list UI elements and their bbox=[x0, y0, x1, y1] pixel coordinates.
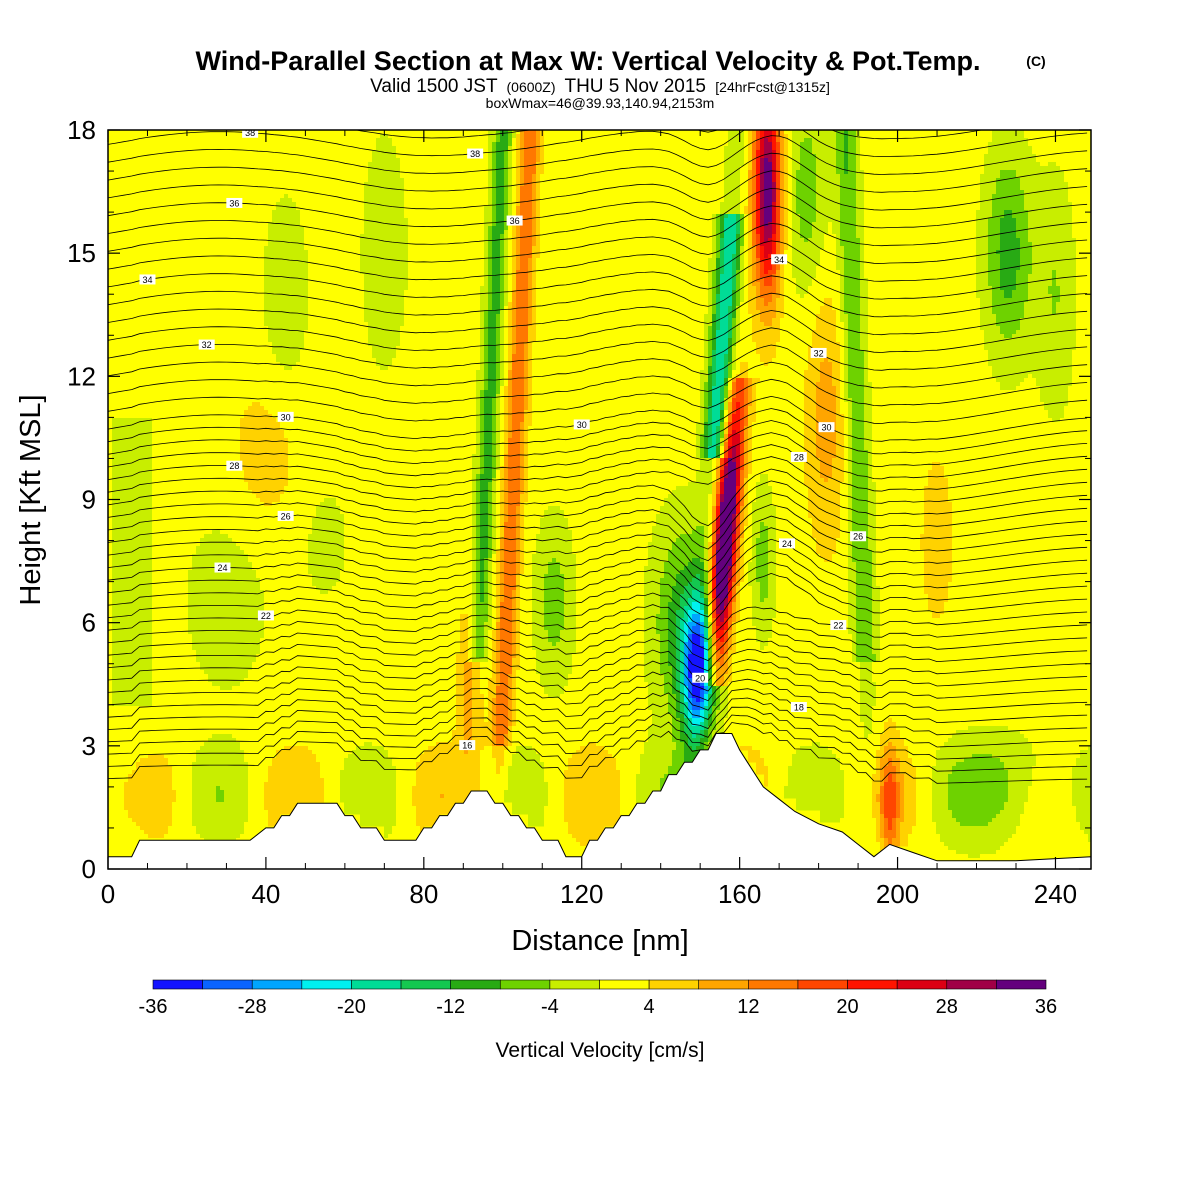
theta-contour-label: 24 bbox=[217, 563, 227, 573]
theta-contour-label: 28 bbox=[794, 452, 804, 462]
valid-prefix: Valid 1500 JST bbox=[370, 76, 498, 97]
theta-contour-label: 30 bbox=[281, 412, 291, 422]
theta-contour-label: 34 bbox=[142, 275, 152, 285]
colorbar-tick-label: 36 bbox=[1035, 996, 1057, 1018]
y-tick-label: 18 bbox=[67, 115, 96, 145]
theta-contour bbox=[108, 12, 1087, 50]
y-tick-label: 15 bbox=[67, 238, 96, 268]
colorbar-swatch bbox=[600, 980, 650, 989]
theta-contour-label: 26 bbox=[281, 511, 291, 521]
chart-figure: Wind-Parallel Section at Max W: Vertical… bbox=[0, 0, 1200, 1200]
title-block: Wind-Parallel Section at Max W: Vertical… bbox=[196, 46, 1046, 111]
theta-contour-label: 22 bbox=[833, 621, 843, 631]
colorbar-tick-label: -12 bbox=[436, 996, 465, 1018]
theta-contour-label: 16 bbox=[462, 741, 472, 751]
valid-time-line: Valid 1500 JST (0600Z) THU 5 Nov 2015 [2… bbox=[370, 76, 830, 97]
colorbar-title: Vertical Velocity [cm/s] bbox=[496, 1039, 705, 1062]
theta-contour-label: 20 bbox=[695, 673, 705, 683]
plot-area: 16 18 20 22 22 24 24 26 26 28 28 30 30 30 32 32 34 34 36 36… bbox=[108, 12, 1093, 869]
theta-contour-label: 36 bbox=[510, 216, 520, 226]
theta-contour-label: 30 bbox=[577, 420, 587, 430]
theta-contour-label: 24 bbox=[782, 539, 792, 549]
colorbar: -36 -28 -20 -12 -4 4 12 20 28 36 bbox=[139, 980, 1058, 1018]
colorbar-tick-label: 12 bbox=[737, 996, 759, 1018]
x-tick-label: 80 bbox=[409, 879, 438, 909]
colorbar-tick-label: -28 bbox=[238, 996, 267, 1018]
valid-date: THU 5 Nov 2015 bbox=[564, 76, 706, 97]
box-wmax-info: boxWmax=46@39.93,140.94,2153m bbox=[486, 95, 715, 111]
colorbar-swatch bbox=[203, 980, 253, 989]
colorbar-swatch bbox=[252, 980, 302, 989]
colorbar-tick-label: -36 bbox=[139, 996, 168, 1018]
colorbar-swatch bbox=[996, 980, 1046, 989]
x-axis-label: Distance [nm] bbox=[511, 925, 688, 957]
colorbar-tick-label: -4 bbox=[541, 996, 559, 1018]
x-tick-label: 120 bbox=[560, 879, 603, 909]
colorbar-swatch bbox=[451, 980, 501, 989]
colorbar-tick-label: 20 bbox=[836, 996, 858, 1018]
y-tick-label: 12 bbox=[67, 361, 96, 391]
theta-contour-label: 18 bbox=[794, 703, 804, 713]
x-tick-label: 0 bbox=[101, 879, 115, 909]
colorbar-swatch bbox=[550, 980, 600, 989]
colorbar-swatch bbox=[748, 980, 798, 989]
theta-contour-label: 22 bbox=[261, 611, 271, 621]
theta-contour-label: 26 bbox=[853, 532, 863, 542]
colorbar-tick-label: 28 bbox=[936, 996, 958, 1018]
colorbar-swatch bbox=[302, 980, 352, 989]
colorbar-swatch bbox=[649, 980, 699, 989]
x-tick-label: 240 bbox=[1034, 879, 1077, 909]
colorbar-swatch bbox=[947, 980, 997, 989]
copyright-mark: (C) bbox=[1026, 53, 1045, 69]
forecast-info: [24hrFcst@1315z] bbox=[715, 79, 830, 95]
theta-contour-label: 32 bbox=[814, 348, 824, 358]
colorbar-tick-label: 4 bbox=[644, 996, 655, 1018]
y-tick-label: 3 bbox=[82, 731, 96, 761]
theta-contour-label: 34 bbox=[774, 255, 784, 265]
colorbar-swatch bbox=[351, 980, 401, 989]
y-tick-label: 9 bbox=[82, 485, 96, 515]
theta-contour-label: 38 bbox=[470, 149, 480, 159]
colorbar-swatch bbox=[153, 980, 203, 989]
valid-utc: (0600Z) bbox=[507, 79, 556, 95]
x-tick-label: 160 bbox=[718, 879, 761, 909]
theta-contour-label: 28 bbox=[229, 461, 239, 471]
y-axis-label: Height [Kft MSL] bbox=[15, 394, 47, 605]
colorbar-swatch bbox=[798, 980, 848, 989]
theta-contour-label: 32 bbox=[202, 340, 212, 350]
colorbar-swatch bbox=[897, 980, 947, 989]
y-tick-label: 0 bbox=[82, 854, 96, 884]
x-tick-label: 200 bbox=[876, 879, 919, 909]
colorbar-swatch bbox=[848, 980, 898, 989]
colorbar-swatch bbox=[699, 980, 749, 989]
colorbar-tick-label: -20 bbox=[337, 996, 366, 1018]
x-tick-label: 40 bbox=[251, 879, 280, 909]
chart-title: Wind-Parallel Section at Max W: Vertical… bbox=[196, 46, 981, 76]
colorbar-swatch bbox=[500, 980, 550, 989]
theta-contour-label: 36 bbox=[229, 198, 239, 208]
colorbar-swatch bbox=[401, 980, 451, 989]
y-tick-label: 6 bbox=[82, 608, 96, 638]
theta-contour-label: 30 bbox=[821, 423, 831, 433]
